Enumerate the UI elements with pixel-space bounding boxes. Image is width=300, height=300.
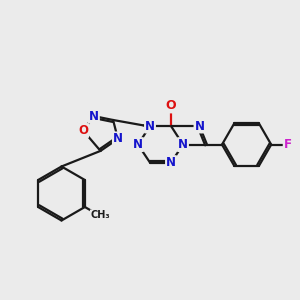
Text: N: N xyxy=(133,138,143,151)
Text: N: N xyxy=(145,119,155,133)
Text: O: O xyxy=(166,99,176,112)
Text: N: N xyxy=(166,156,176,169)
Text: O: O xyxy=(78,124,88,137)
Text: N: N xyxy=(113,132,123,146)
Text: F: F xyxy=(284,138,292,151)
Text: CH₃: CH₃ xyxy=(91,210,110,220)
Text: N: N xyxy=(194,119,205,133)
Text: N: N xyxy=(89,110,99,123)
Text: N: N xyxy=(178,138,188,151)
